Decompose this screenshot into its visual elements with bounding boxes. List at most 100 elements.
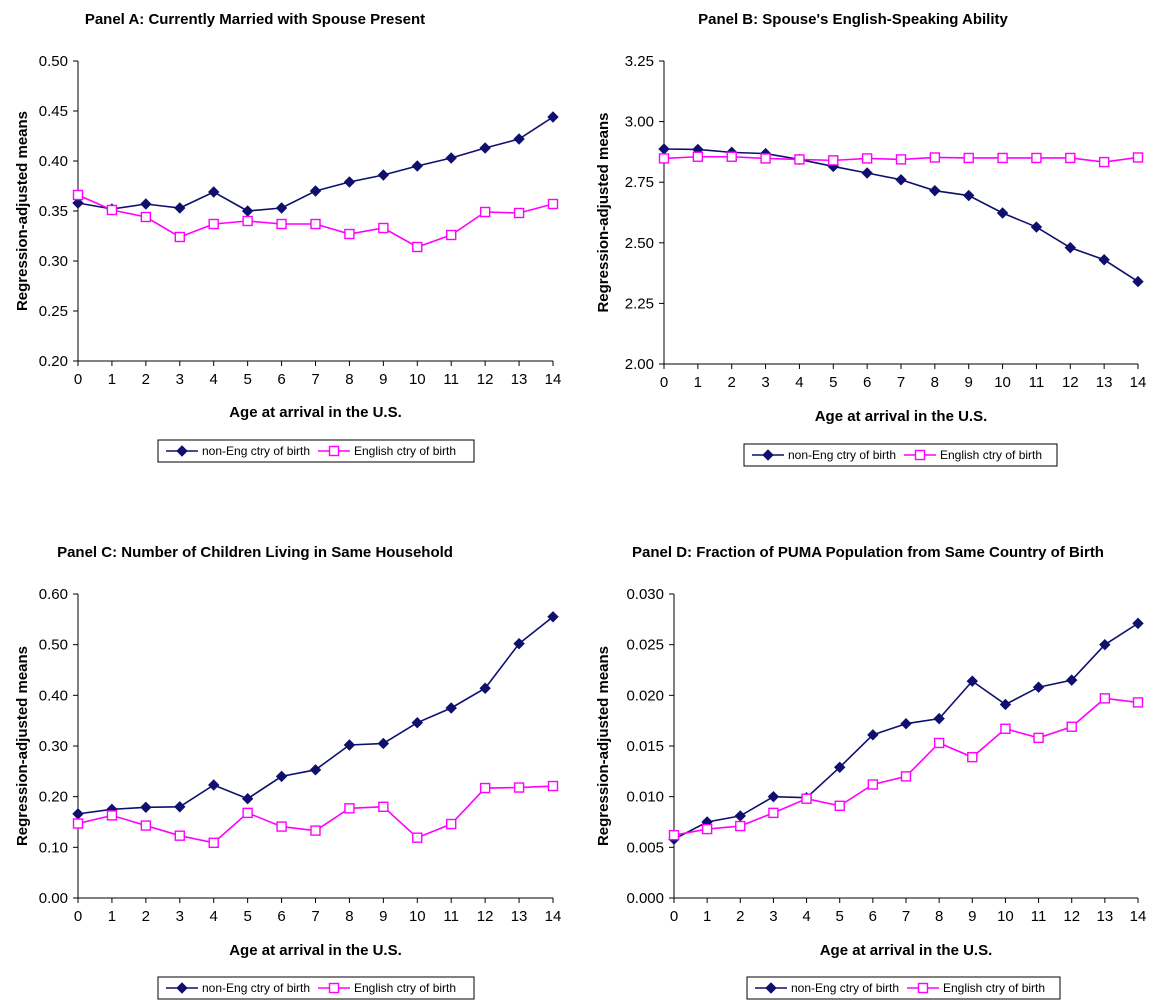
x-tick-label: 0 bbox=[74, 371, 82, 388]
y-tick-label: 0.50 bbox=[39, 637, 68, 654]
x-tick-label: 10 bbox=[409, 908, 426, 925]
x-tick-label: 9 bbox=[379, 908, 387, 925]
series-line-non-eng bbox=[663, 148, 1139, 283]
x-tick-label: 0 bbox=[660, 374, 668, 391]
y-tick-label: 0.10 bbox=[39, 839, 68, 856]
series-line-non-eng bbox=[77, 116, 554, 212]
data-point-non-eng bbox=[241, 792, 254, 805]
x-tick-label: 1 bbox=[108, 371, 116, 388]
data-point-english bbox=[174, 231, 185, 243]
x-tick-label: 8 bbox=[931, 374, 939, 391]
x-tick-label: 7 bbox=[311, 371, 319, 388]
x-tick-label: 12 bbox=[477, 371, 494, 388]
data-point-english bbox=[867, 779, 879, 790]
data-point-english bbox=[310, 218, 321, 230]
data-point-english bbox=[963, 152, 974, 164]
data-point-english bbox=[861, 153, 873, 164]
data-point-english bbox=[768, 807, 779, 819]
x-tick-label: 2 bbox=[736, 908, 744, 925]
data-point-non-eng bbox=[834, 761, 846, 773]
data-point-english bbox=[106, 810, 118, 821]
chart-svg: Panel A: Currently Married with Spouse P… bbox=[14, 11, 561, 463]
x-tick-label: 8 bbox=[345, 908, 353, 925]
x-tick-label: 10 bbox=[409, 371, 426, 388]
legend-marker bbox=[762, 449, 774, 461]
x-tick-label: 4 bbox=[210, 908, 218, 925]
data-point-non-eng bbox=[861, 167, 873, 179]
data-point-non-eng bbox=[445, 152, 457, 164]
legend-marker bbox=[917, 982, 929, 994]
data-point-english bbox=[834, 800, 845, 811]
y-tick-label: 3.25 bbox=[625, 53, 654, 70]
data-point-non-eng bbox=[1098, 254, 1110, 266]
legend-label: English ctry of birth bbox=[943, 981, 1045, 995]
data-point-english bbox=[692, 151, 704, 162]
data-point-english bbox=[1099, 693, 1111, 704]
y-tick-label: 0.005 bbox=[626, 839, 664, 856]
x-tick-label: 11 bbox=[1029, 374, 1045, 391]
x-tick-label: 1 bbox=[694, 374, 702, 391]
data-point-non-eng bbox=[1064, 241, 1076, 254]
chart-svg: Panel C: Number of Children Living in Sa… bbox=[14, 544, 561, 1000]
data-point-english bbox=[242, 807, 253, 819]
x-tick-label: 2 bbox=[142, 908, 150, 925]
x-tick-label: 9 bbox=[379, 371, 387, 388]
y-tick-label: 0.30 bbox=[39, 253, 68, 270]
data-point-english bbox=[513, 207, 525, 219]
data-point-non-eng bbox=[513, 637, 525, 650]
data-point-non-eng bbox=[996, 207, 1009, 219]
y-tick-label: 2.50 bbox=[625, 235, 654, 252]
x-tick-label: 5 bbox=[829, 374, 837, 391]
legend-label: non-Eng ctry of birth bbox=[788, 448, 896, 462]
x-tick-label: 5 bbox=[243, 371, 251, 388]
x-tick-label: 11 bbox=[443, 371, 459, 388]
data-point-english bbox=[344, 228, 355, 240]
data-point-non-eng bbox=[479, 142, 491, 154]
x-tick-label: 11 bbox=[1031, 908, 1047, 925]
data-point-non-eng bbox=[377, 169, 390, 181]
data-point-english bbox=[1066, 721, 1077, 732]
legend-box bbox=[157, 439, 475, 463]
x-tick-label: 12 bbox=[1062, 374, 1079, 391]
y-tick-label: 0.25 bbox=[39, 303, 68, 320]
data-point-non-eng bbox=[767, 790, 780, 803]
x-tick-label: 6 bbox=[863, 374, 871, 391]
data-point-english bbox=[1065, 152, 1076, 164]
data-point-non-eng bbox=[309, 764, 322, 776]
y-tick-label: 2.25 bbox=[625, 295, 654, 312]
data-point-english bbox=[1031, 152, 1042, 164]
data-point-non-eng bbox=[72, 197, 84, 209]
x-tick-label: 4 bbox=[795, 374, 803, 391]
y-axis-title: Regression-adjusted means bbox=[595, 112, 612, 312]
legend-marker bbox=[914, 449, 926, 461]
data-point-english bbox=[794, 154, 805, 165]
legend-box bbox=[743, 443, 1058, 467]
legend-marker bbox=[176, 982, 188, 994]
y-tick-label: 0.30 bbox=[39, 738, 68, 755]
x-tick-label: 14 bbox=[1130, 374, 1147, 391]
data-point-english bbox=[208, 837, 219, 848]
y-tick-label: 0.60 bbox=[39, 586, 68, 603]
data-point-english bbox=[446, 229, 457, 241]
legend-label: non-Eng ctry of birth bbox=[791, 981, 899, 995]
x-tick-label: 10 bbox=[997, 908, 1014, 925]
data-point-non-eng bbox=[411, 160, 423, 172]
legend-marker bbox=[765, 982, 777, 994]
x-tick-label: 4 bbox=[802, 908, 810, 925]
data-point-english bbox=[668, 829, 680, 841]
data-point-english bbox=[735, 820, 746, 832]
y-tick-label: 0.50 bbox=[39, 53, 68, 70]
legend-label: non-Eng ctry of birth bbox=[202, 444, 310, 458]
data-point-non-eng bbox=[343, 739, 356, 751]
data-point-english bbox=[378, 801, 389, 812]
data-point-english bbox=[310, 825, 321, 836]
data-point-non-eng bbox=[963, 189, 975, 202]
data-point-english bbox=[344, 803, 355, 814]
data-point-non-eng bbox=[999, 698, 1012, 711]
data-point-non-eng bbox=[174, 801, 186, 813]
data-point-english bbox=[513, 782, 525, 793]
data-point-english bbox=[140, 820, 152, 831]
legend-marker bbox=[328, 982, 340, 994]
data-point-english bbox=[412, 832, 423, 843]
data-point-english bbox=[760, 153, 771, 164]
